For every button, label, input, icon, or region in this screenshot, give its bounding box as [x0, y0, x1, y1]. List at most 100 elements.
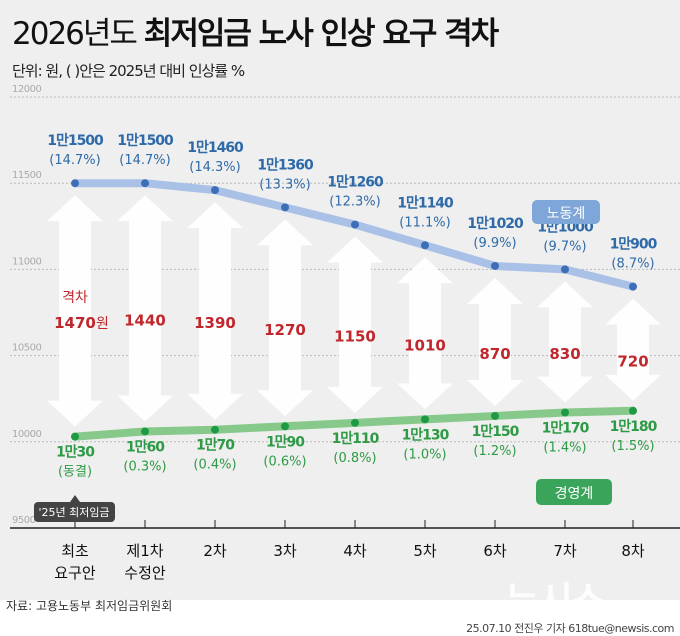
data-point [629, 282, 637, 291]
data-point [491, 411, 499, 420]
gap-arrow [467, 277, 523, 406]
gap-title: 격차 [62, 290, 88, 306]
value-label: 1만70 [196, 438, 235, 454]
rate-label: (11.1%) [399, 215, 450, 230]
value-label: 1만900 [610, 237, 658, 253]
value-label: 1만1500 [117, 133, 174, 149]
gap-arrow [47, 195, 103, 427]
x-tick-label: 6차 [483, 542, 507, 560]
data-point [561, 408, 569, 417]
data-point [71, 179, 79, 188]
gap-value: 1010 [404, 336, 446, 354]
value-label: 1만30 [56, 445, 95, 461]
annotation-pointer [70, 495, 80, 502]
data-point [281, 203, 289, 212]
rate-label: (0.8%) [333, 451, 376, 466]
x-tick-label: 7차 [553, 542, 577, 560]
source: 자료: 고용노동부 최저임금위원회 [6, 599, 173, 613]
rate-label: (12.3%) [329, 195, 380, 210]
rate-label: (0.6%) [263, 454, 306, 469]
gap-arrow [397, 257, 453, 410]
y-tick-label: 10500 [12, 343, 41, 354]
y-tick-label: 10000 [12, 429, 41, 440]
rate-label: (1.0%) [403, 447, 446, 462]
value-label: 1만1260 [327, 175, 384, 191]
data-point [351, 418, 359, 427]
annotation-box [34, 502, 115, 522]
x-tick-label: 최초 [61, 542, 89, 560]
rate-label: (13.3%) [259, 177, 310, 192]
newsis-logo: 뉴시스 [505, 579, 606, 623]
value-label: 1만1460 [187, 140, 244, 156]
x-tick-label: 8차 [621, 542, 645, 560]
x-tick-label: 3차 [273, 542, 297, 560]
legend-label-management: 경영계 [555, 486, 594, 502]
data-point [71, 432, 79, 441]
rate-label: (1.4%) [543, 440, 586, 455]
value-label: 1만1360 [257, 157, 314, 173]
rate-label: (14.7%) [49, 153, 100, 168]
data-point [281, 422, 289, 431]
value-label: 1만1020 [467, 216, 524, 232]
data-point [141, 427, 149, 436]
value-label: 1만110 [332, 431, 380, 447]
data-point [491, 261, 499, 270]
value-label: 1만1500 [47, 133, 104, 149]
gap-value: 870 [479, 345, 510, 363]
rate-label: (1.2%) [473, 444, 516, 459]
data-point [421, 415, 429, 424]
x-tick-label: 수정안 [124, 564, 166, 582]
data-point [211, 425, 219, 434]
page-title: 2026년도 최저임금 노사 인상 요구 격차 [12, 8, 499, 53]
x-tick-label: 4차 [343, 542, 367, 560]
credit: 25.07.10 전진우 기자 618tue@newsis.com [466, 622, 674, 635]
x-tick-label: 2차 [203, 542, 227, 560]
gap-arrow [117, 195, 173, 422]
subtitle: 단위: 원, ( )안은 2025년 대비 인상률 % [12, 62, 245, 80]
gap-unit: 원 [96, 316, 109, 332]
value-label: 1만1140 [397, 195, 454, 211]
title-bold: 최저임금 노사 인상 요구 격차 [143, 16, 499, 52]
gap-value: 1270 [264, 321, 306, 339]
rate-label: (9.9%) [473, 236, 516, 251]
title-light: 2026년도 [12, 16, 138, 52]
gap-arrow [327, 236, 383, 413]
value-label: 1만130 [402, 427, 450, 443]
legend-label-labor: 노동계 [547, 206, 586, 222]
value-label: 1만60 [126, 439, 165, 455]
legend-badge-labor [532, 200, 600, 224]
y-tick-label: 11500 [12, 170, 41, 181]
data-point [629, 406, 637, 415]
data-point [351, 220, 359, 229]
rate-label: (0.4%) [193, 458, 236, 473]
gap-value: 1470 [54, 314, 96, 332]
rate-label: (1.5%) [611, 439, 654, 454]
y-tick-label: 9500 [12, 515, 36, 526]
x-tick-label: 제1차 [126, 542, 163, 560]
gap-arrow [187, 202, 243, 420]
y-tick-label: 12000 [12, 84, 41, 95]
rate-label: (0.3%) [123, 459, 166, 474]
value-label: 1만90 [266, 434, 305, 450]
rate-label: (8.7%) [611, 257, 654, 272]
gap-value: 1150 [334, 328, 376, 346]
legend-badge-management [536, 479, 612, 505]
gap-arrow [537, 281, 593, 403]
x-tick-label: 5차 [413, 542, 437, 560]
rate-label: (14.3%) [189, 160, 240, 175]
gap-value: 1390 [194, 314, 236, 332]
value-label: 1만180 [610, 419, 658, 435]
gap-value: 830 [549, 345, 580, 363]
data-point [211, 186, 219, 195]
value-label: 1만170 [542, 420, 590, 436]
value-label: 1만150 [472, 424, 520, 440]
data-point [561, 265, 569, 274]
data-point [421, 241, 429, 250]
data-point [141, 179, 149, 188]
gap-value: 1440 [124, 311, 166, 329]
rate-label: (14.7%) [119, 153, 170, 168]
annotation-text: '25년 최저임금 [38, 506, 109, 519]
x-tick-label: 요구안 [54, 564, 96, 582]
gap-value: 720 [617, 353, 648, 371]
